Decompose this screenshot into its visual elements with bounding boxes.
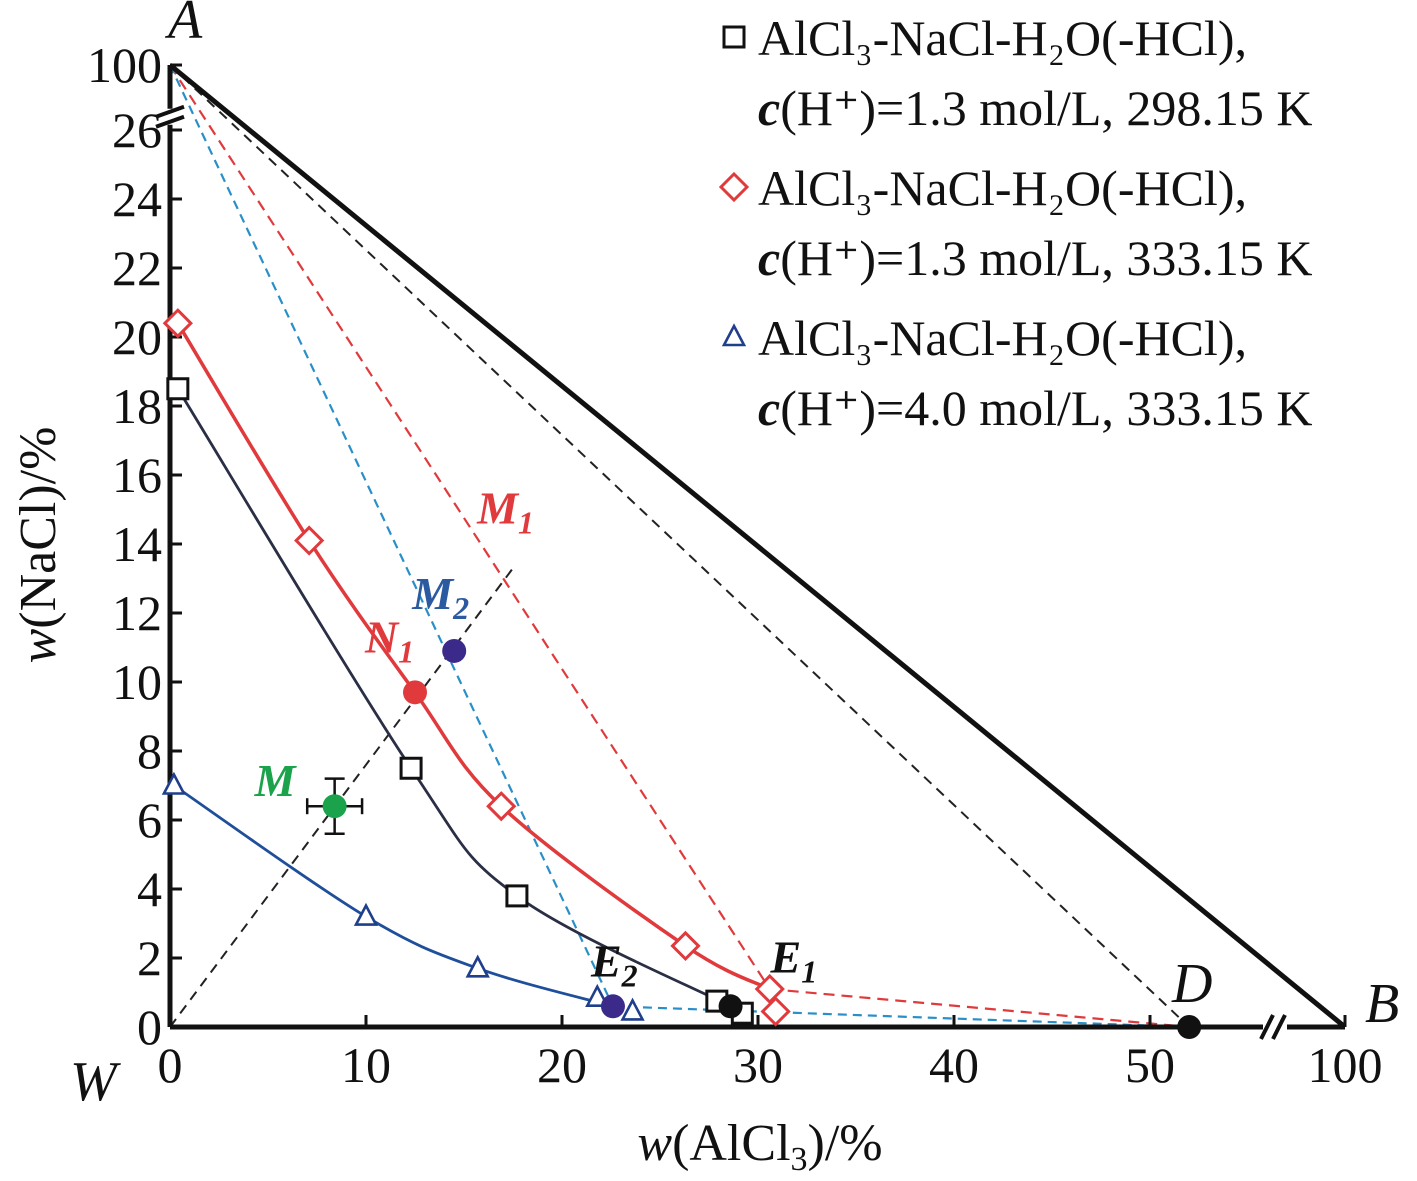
point-label-M2: M2 xyxy=(411,568,469,626)
y-tick-label: 6 xyxy=(137,792,162,848)
point-label-E2: E2 xyxy=(590,935,638,993)
series-2-point xyxy=(760,996,791,1027)
y-axis-title: w(NaCl)/% xyxy=(10,427,67,664)
point-label-E1: E1 xyxy=(770,931,818,989)
y-tick-label: 26 xyxy=(112,102,162,158)
series-2-point xyxy=(162,308,193,339)
point-D xyxy=(1177,1015,1202,1039)
tie-line-E1-D xyxy=(769,987,1190,1029)
legend-condition-1: c(H⁺)=1.3 mol/L, 298.15 K xyxy=(758,80,1313,136)
series-1-point xyxy=(399,756,423,780)
point-N1 xyxy=(403,680,427,705)
legend-label-1: AlCl₃-NaCl-H₂O(-HCl), xyxy=(758,10,1247,66)
series-2-point xyxy=(670,930,701,962)
vertex-label-D: D xyxy=(1171,953,1212,1015)
series-2-point xyxy=(486,791,517,822)
x-tick-label: 20 xyxy=(537,1037,587,1093)
tie-line-A-D xyxy=(169,64,1190,1028)
y-axis-break-mark xyxy=(155,114,185,129)
legend-marker-3 xyxy=(721,323,747,347)
hypotenuse-A-B xyxy=(168,63,1347,1029)
x-tick-label: 50 xyxy=(1125,1037,1175,1093)
y-tick-label: 18 xyxy=(112,378,162,434)
x-tick-label: 100 xyxy=(1308,1037,1383,1093)
point-M2 xyxy=(442,638,467,663)
point-M xyxy=(322,794,347,819)
point-E1 xyxy=(718,994,743,1019)
y-tick-label: 16 xyxy=(112,447,162,503)
vertex-label-B: B xyxy=(1365,973,1399,1035)
series-3-point xyxy=(161,771,187,795)
x-tick-label: 40 xyxy=(929,1037,979,1093)
x-tick-label: 10 xyxy=(341,1037,391,1093)
x-axis-break-mark xyxy=(1271,1014,1287,1040)
legend-condition-2: c(H⁺)=1.3 mol/L, 333.15 K xyxy=(758,230,1313,286)
legend-condition-3: c(H⁺)=4.0 mol/L, 333.15 K xyxy=(758,380,1313,436)
point-E2 xyxy=(600,994,625,1019)
point-label-M: M xyxy=(254,755,298,806)
series-3-point xyxy=(620,997,645,1021)
x-tick-label: 30 xyxy=(733,1037,783,1093)
x-tick-label: 0 xyxy=(158,1037,183,1093)
legend-marker-2 xyxy=(718,171,750,203)
vertex-label-A: A xyxy=(164,0,203,51)
legend-label-2: AlCl₃-NaCl-H₂O(-HCl), xyxy=(758,160,1247,216)
y-axis-break-mark xyxy=(155,104,185,119)
x-axis-title: w(AlCl3)/% xyxy=(637,1115,882,1178)
y-tick-label: 4 xyxy=(137,861,162,917)
point-label-M1: M1 xyxy=(476,483,534,541)
tie-line-E2-D xyxy=(612,1005,1190,1029)
y-tick-label: 100 xyxy=(87,37,162,93)
y-tick-label: 0 xyxy=(137,999,162,1055)
series-2-point xyxy=(294,525,325,556)
vertex-label-W: W xyxy=(70,1051,121,1113)
series-3-point xyxy=(353,902,379,926)
y-tick-label: 14 xyxy=(112,516,162,572)
y-tick-label: 22 xyxy=(112,240,162,296)
legend-label-3: AlCl₃-NaCl-H₂O(-HCl), xyxy=(758,310,1247,366)
y-tick-label: 8 xyxy=(137,723,162,779)
y-tick-label: 24 xyxy=(112,171,162,227)
tie-line-A-E2 xyxy=(169,64,614,1007)
series-1-point xyxy=(505,884,529,908)
legend-marker-1 xyxy=(722,25,746,49)
series-2-point xyxy=(754,973,785,1005)
series-3-point xyxy=(465,954,490,978)
solubility-curve-1 xyxy=(176,388,732,1008)
y-tick-label: 10 xyxy=(112,654,162,710)
x-axis-break-mark xyxy=(1259,1014,1275,1040)
y-tick-label: 12 xyxy=(112,585,162,641)
tie-line-A-E1 xyxy=(169,64,771,990)
y-tick-label: 2 xyxy=(137,930,162,986)
solubility-curve-3 xyxy=(173,784,614,1008)
series-1-point xyxy=(166,377,190,401)
solubility-curve-2 xyxy=(176,322,771,991)
point-label-N1: N1 xyxy=(364,611,414,669)
y-tick-label: 20 xyxy=(112,309,162,365)
